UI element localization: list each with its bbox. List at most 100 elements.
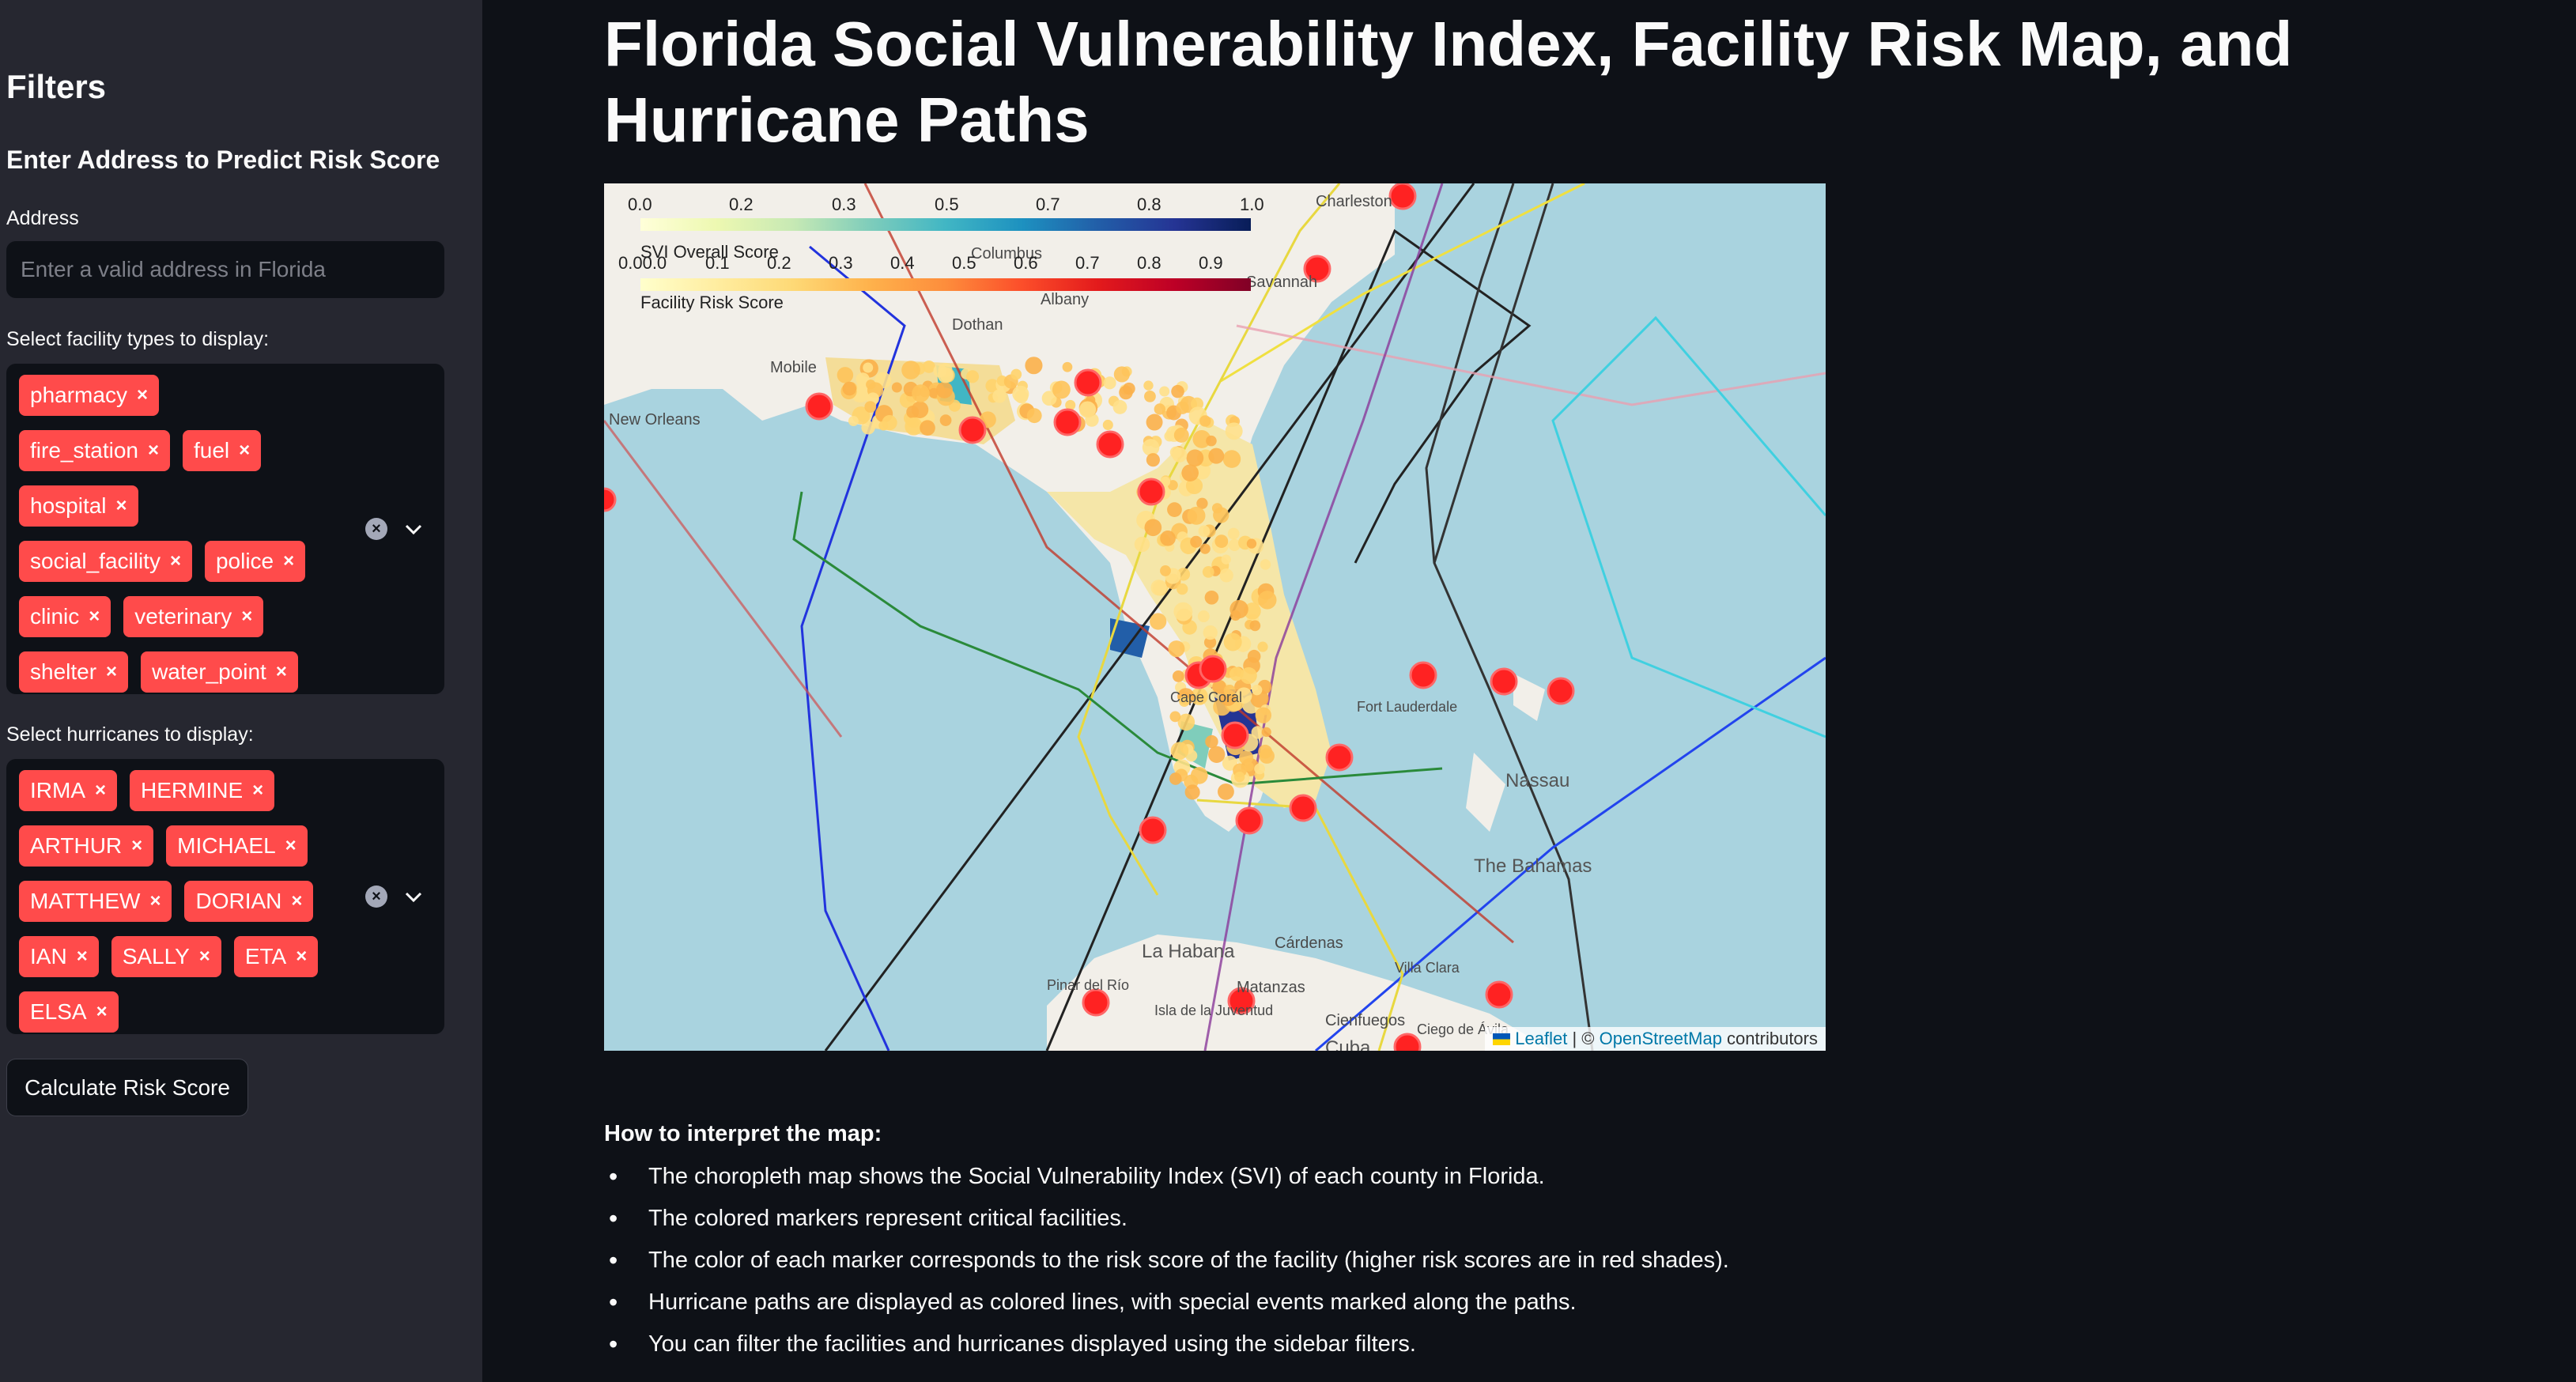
place-label: Cienfuegos: [1325, 1012, 1406, 1029]
chip-remove-icon[interactable]: ×: [239, 440, 251, 461]
facility-dot: [1173, 427, 1189, 443]
facility-dot: [912, 384, 930, 402]
facility-dot: [1249, 620, 1261, 632]
chip-remove-icon[interactable]: ×: [95, 780, 107, 801]
chip-remove-icon[interactable]: ×: [198, 946, 210, 967]
facility-dot: [1190, 687, 1208, 705]
clear-all-icon[interactable]: ×: [365, 885, 387, 908]
facility-dot: [1185, 750, 1198, 762]
risk-map[interactable]: Charleston Columbus Albany Savannah Doth…: [604, 183, 1826, 1051]
chip-remove-icon[interactable]: ×: [106, 661, 118, 682]
osm-link[interactable]: OpenStreetMap: [1599, 1029, 1722, 1048]
hurricane-multiselect[interactable]: IRMA × HERMINE × ARTHUR × MICHAEL × MATTHEW ×…: [6, 759, 444, 1034]
chip-remove-icon[interactable]: ×: [296, 946, 308, 967]
chip-remove-icon[interactable]: ×: [131, 835, 143, 856]
chip-remove-icon[interactable]: ×: [241, 606, 253, 627]
chip-remove-icon[interactable]: ×: [96, 1001, 108, 1022]
chip-remove-icon[interactable]: ×: [283, 550, 295, 572]
place-label: Cárdenas: [1275, 935, 1343, 952]
chip-arthur: ARTHUR ×: [19, 825, 154, 867]
facility-dot: [1143, 380, 1154, 391]
facility-dot: [911, 401, 929, 418]
chip-remove-icon[interactable]: ×: [291, 890, 303, 912]
chevron-down-icon[interactable]: [402, 885, 425, 909]
facility-marker: [1409, 661, 1437, 689]
chip-label: social_facility: [30, 549, 161, 573]
facility-dot: [1197, 610, 1210, 623]
facility-dot: [1160, 565, 1171, 576]
ukraine-flag-icon: [1493, 1033, 1511, 1045]
legend-tick: 0.0: [628, 194, 652, 214]
place-label: Albany: [1041, 291, 1090, 308]
facility-dot: [1202, 566, 1214, 578]
facility-dot: [1229, 666, 1244, 682]
chip-veterinary: veterinary ×: [123, 596, 264, 637]
chip-remove-icon[interactable]: ×: [169, 550, 181, 572]
legend-tick: 0.6: [1014, 253, 1038, 273]
chip-label: ARTHUR: [30, 833, 123, 858]
facility-dot: [1205, 734, 1218, 749]
facility-dot: [1199, 415, 1211, 427]
facility-dot: [1146, 453, 1160, 467]
place-label: Savannah: [1246, 274, 1318, 291]
chip-remove-icon[interactable]: ×: [275, 661, 287, 682]
address-section-title: Enter Address to Predict Risk Score: [6, 145, 440, 174]
facility-dot: [1252, 685, 1263, 696]
chip-remove-icon[interactable]: ×: [149, 890, 161, 912]
chip-remove-icon[interactable]: ×: [285, 835, 297, 856]
address-input[interactable]: [6, 241, 444, 298]
facility-dot: [1160, 531, 1176, 546]
facility-dot: [1185, 477, 1203, 495]
map-canvas[interactable]: [604, 183, 1826, 1051]
legend-tick: 0.1: [705, 253, 730, 273]
facility-dot: [905, 417, 923, 436]
facility-dot: [1219, 568, 1233, 583]
chip-label: fuel: [193, 438, 230, 463]
chip-remove-icon[interactable]: ×: [147, 440, 159, 461]
facility-marker: [1053, 408, 1082, 436]
facility-dot: [1203, 636, 1217, 649]
chip-remove-icon[interactable]: ×: [89, 606, 100, 627]
chip-label: IAN: [30, 944, 67, 969]
chip-label: MATTHEW: [30, 889, 141, 913]
facility-marker: [1490, 667, 1518, 696]
facility-dot: [1222, 450, 1241, 468]
legend-tick: 0.7: [1075, 253, 1100, 273]
chip-remove-icon[interactable]: ×: [136, 384, 148, 406]
chip-remove-icon[interactable]: ×: [76, 946, 88, 967]
chevron-down-icon[interactable]: [402, 518, 425, 542]
place-label: Cape Coral: [1170, 689, 1243, 705]
facility-dot: [1244, 602, 1261, 620]
legend-tick: 0.3: [832, 194, 856, 214]
leaflet-link[interactable]: Leaflet: [1515, 1029, 1568, 1048]
clear-all-icon[interactable]: ×: [365, 518, 387, 540]
chip-label: hospital: [30, 493, 107, 518]
facility-dot: [1065, 399, 1076, 410]
chip-clinic: clinic ×: [19, 596, 111, 637]
facility-dot: [1113, 366, 1130, 383]
chip-remove-icon[interactable]: ×: [252, 780, 264, 801]
facility-dot: [1190, 535, 1203, 548]
place-label: Isla de la Juventud: [1154, 1003, 1274, 1018]
facility-dot: [1170, 742, 1189, 760]
facility-dot: [1146, 413, 1163, 431]
chip-ian: IAN ×: [19, 936, 99, 977]
facility-dot: [1203, 625, 1218, 640]
chip-irma: IRMA ×: [19, 770, 118, 811]
legend-tick: 0.2: [729, 194, 754, 214]
calculate-risk-button[interactable]: Calculate Risk Score: [6, 1059, 248, 1116]
place-label: Villa Clara: [1395, 960, 1460, 976]
facility-dot: [965, 370, 980, 383]
facility-dot: [1228, 538, 1241, 551]
facility-multiselect[interactable]: pharmacy × fire_station × fuel × hospital × …: [6, 364, 444, 694]
help-bullet: The color of each marker corresponds to …: [604, 1244, 1729, 1286]
facility-dot: [1223, 632, 1242, 651]
chip-label: DORIAN: [195, 889, 282, 913]
chip-hospital: hospital ×: [19, 485, 138, 527]
chip-label: shelter: [30, 659, 97, 684]
chip-remove-icon[interactable]: ×: [115, 495, 127, 516]
facility-dot: [1260, 559, 1271, 570]
facility-dot: [837, 367, 854, 383]
facility-dot: [848, 415, 859, 426]
land-bahamas: [1466, 753, 1505, 832]
